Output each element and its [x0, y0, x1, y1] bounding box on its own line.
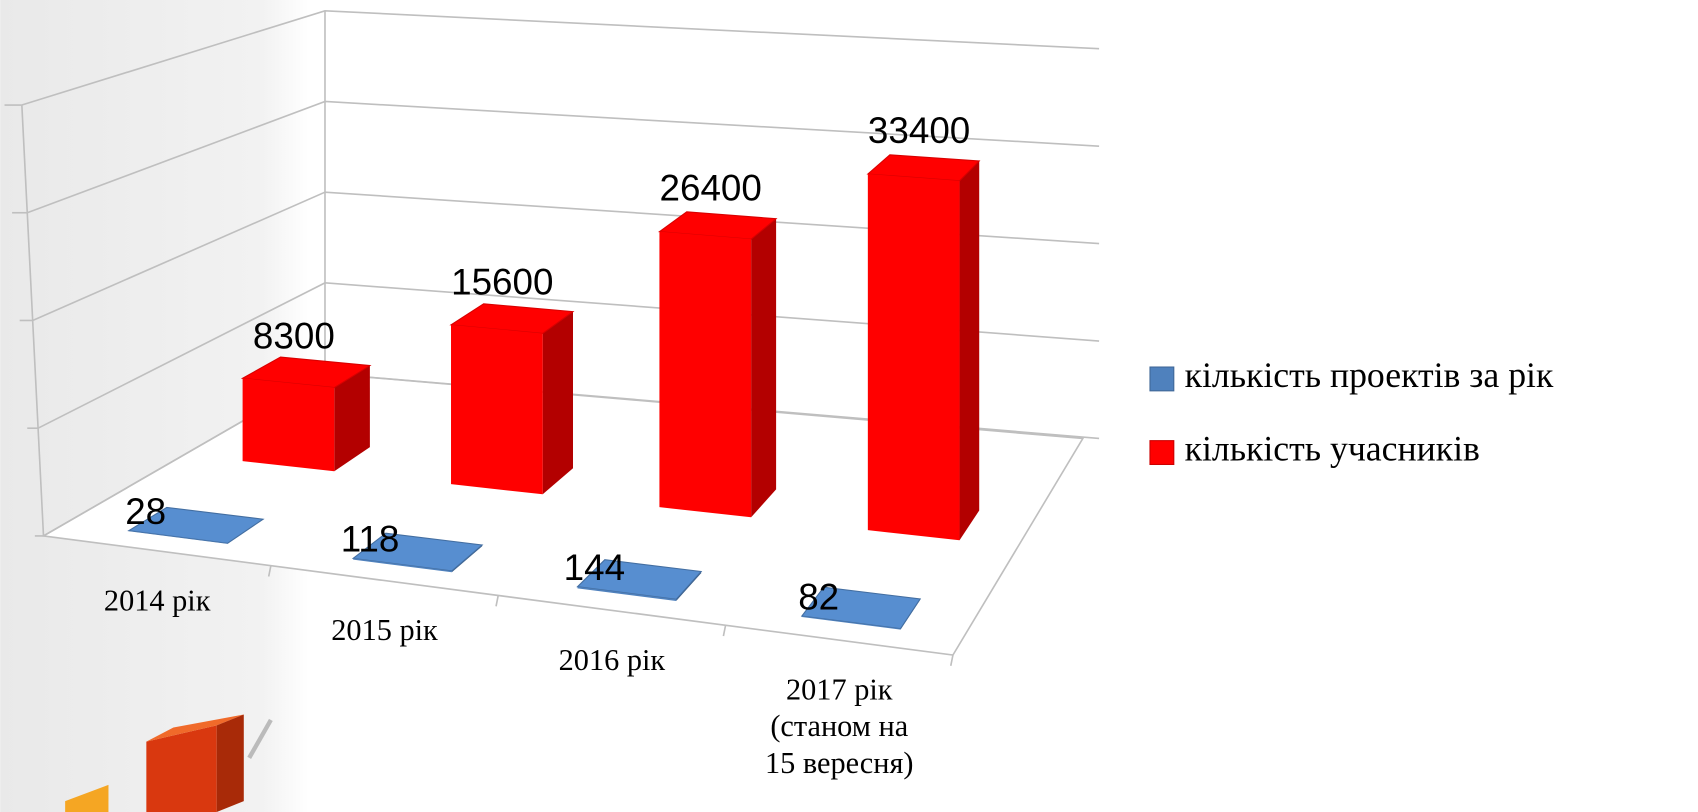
bar-side — [334, 365, 370, 472]
grid-line — [32, 191, 1100, 322]
x-tick — [267, 565, 272, 577]
bar-front — [577, 586, 677, 601]
grid-line — [26, 100, 1100, 214]
x-tick-label: 2014 рік — [103, 584, 211, 618]
data-label: 28 — [125, 491, 166, 532]
data-label: 8300 — [253, 315, 335, 356]
bar — [449, 303, 575, 495]
bar-front — [659, 231, 752, 518]
category-label: 2017 рік (станом на 15 вересня) — [764, 673, 914, 781]
x-tick-label: 2017 рік (станом на 15 вересня) — [764, 673, 914, 781]
bar-side — [542, 311, 573, 495]
bar-front — [867, 174, 960, 541]
grid-line — [21, 10, 1100, 106]
bar-front — [801, 616, 901, 630]
data-label: 26400 — [660, 168, 762, 209]
bar-top — [657, 211, 778, 240]
legend-swatch — [1149, 440, 1175, 466]
data-label: 82 — [798, 576, 839, 617]
data-label: 118 — [341, 519, 400, 560]
legend-label: кількість учасників — [1185, 429, 1480, 469]
bar-side — [751, 218, 777, 518]
x-tick — [495, 595, 500, 607]
bar — [576, 559, 703, 601]
grid-line — [37, 282, 1100, 429]
x-tick-label: 2015 рік — [331, 614, 438, 648]
bar-front — [451, 324, 543, 495]
data-label: 33400 — [868, 110, 970, 151]
x-tick — [949, 654, 954, 666]
bar — [866, 154, 981, 541]
bar-front — [128, 530, 228, 544]
data-label: 144 — [564, 547, 625, 588]
bar — [127, 506, 265, 544]
category-label: 2015 рік — [331, 614, 438, 648]
bar-top — [127, 506, 265, 544]
bar-top — [576, 559, 703, 600]
bar-side — [959, 161, 980, 541]
category-label: 2014 рік — [103, 584, 211, 618]
bar — [240, 356, 372, 472]
legend-swatch — [1149, 366, 1175, 392]
bar — [800, 586, 922, 630]
bar-front — [353, 558, 452, 573]
x-tick — [722, 625, 727, 637]
category-label: 2016 рік — [558, 643, 666, 678]
bar-front — [242, 378, 335, 472]
x-tick-label: 2016 рік — [558, 643, 666, 678]
bar — [351, 532, 484, 573]
data-label: 15600 — [451, 262, 553, 303]
decor-icon — [65, 714, 273, 812]
legend-label: кількість проектів за рік — [1185, 355, 1554, 395]
bar — [657, 211, 778, 518]
bar-top — [866, 154, 981, 182]
